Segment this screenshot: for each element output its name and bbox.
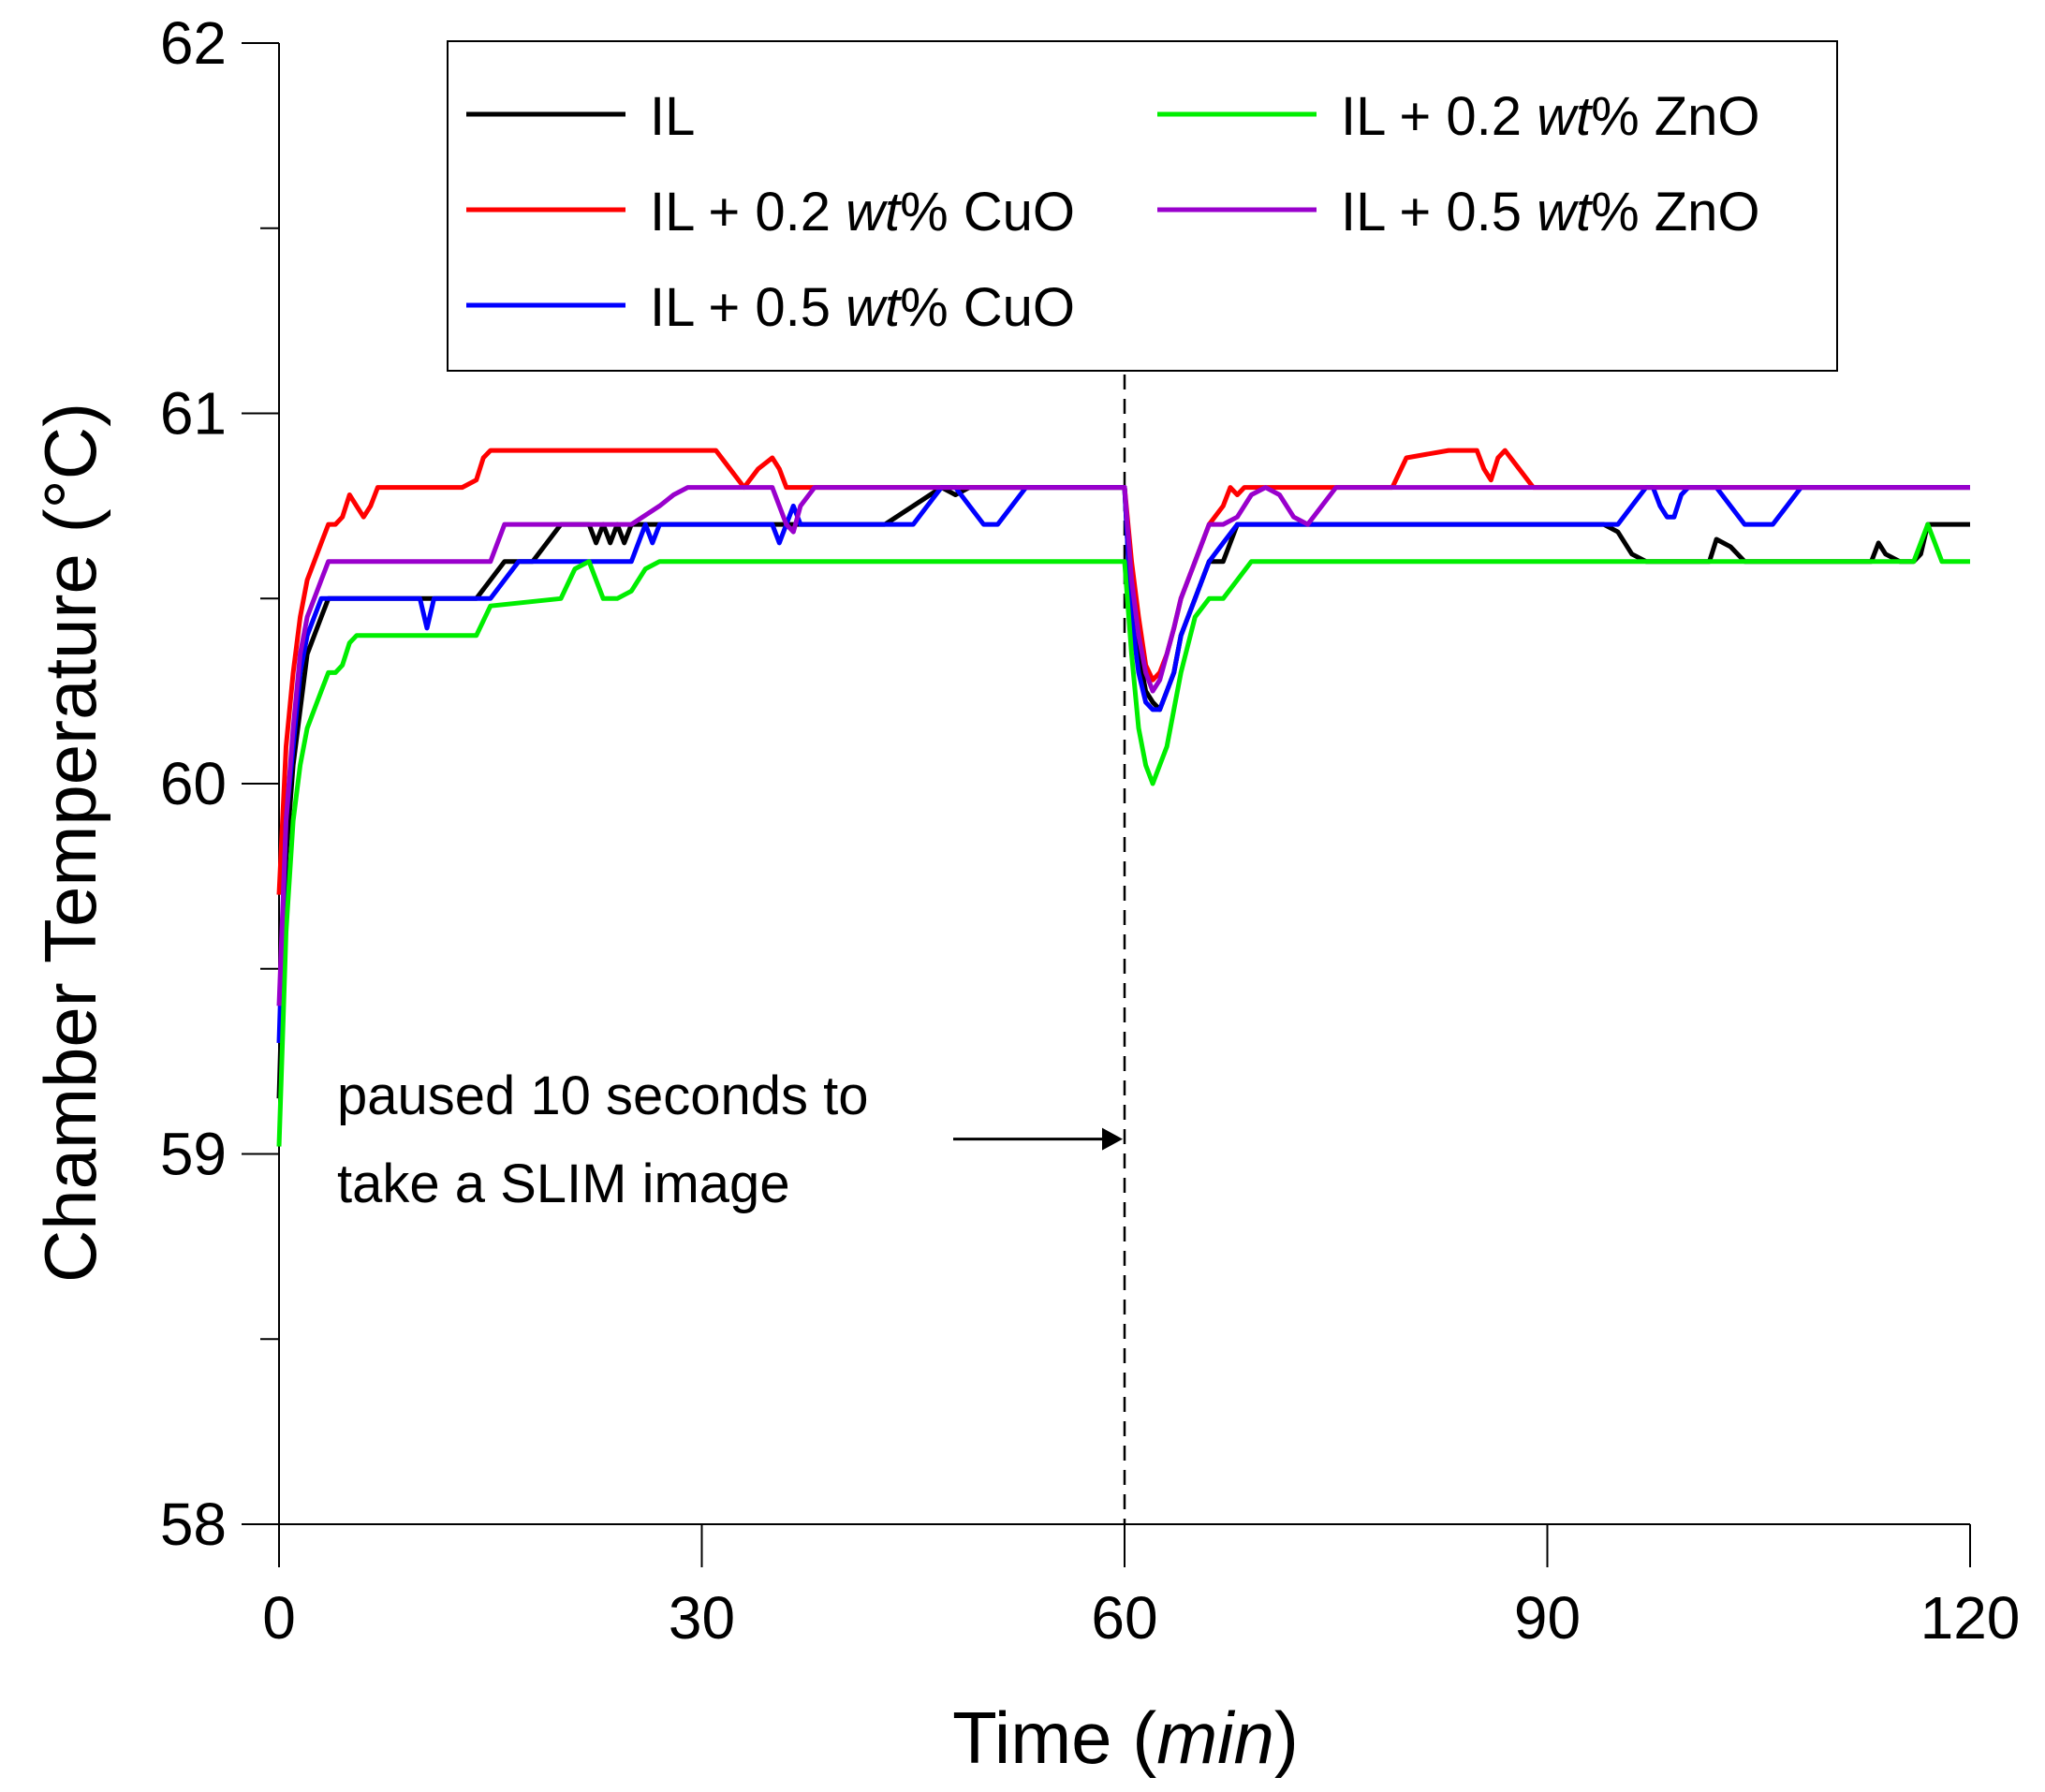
x-tick-label: 120 (1920, 1584, 2021, 1652)
legend-label-unit: wt (1537, 182, 1594, 242)
y-axis-title: Chamber Temperature (°C) (29, 403, 111, 1283)
legend-box (447, 40, 1838, 372)
legend-label-material: % ZnO (1591, 182, 1760, 242)
legend-label-material: % CuO (900, 277, 1075, 338)
legend-label-1: IL + 0.2 wt% CuO (650, 182, 1075, 242)
x-tick-label: 60 (1091, 1584, 1157, 1652)
legend-label-text: IL + 0.2 (650, 182, 846, 242)
legend-label-text: IL (650, 86, 695, 147)
axes: 58 59 60 61 62 0 30 60 90 120 (160, 9, 2021, 1652)
annotation-line-2: take a SLIM image (337, 1153, 790, 1214)
x-axis-title-close: ) (1274, 1697, 1299, 1779)
y-tick-label: 61 (160, 380, 227, 448)
annotation-arrowhead (1102, 1127, 1123, 1151)
x-tick-label: 90 (1514, 1584, 1581, 1652)
annotation-line-1: paused 10 seconds to (337, 1065, 869, 1126)
y-tick-label: 58 (160, 1491, 227, 1558)
x-tick-label: 0 (262, 1584, 296, 1652)
legend-label-unit: wt (846, 277, 903, 338)
legend-label-3: IL + 0.2 wt% ZnO (1341, 86, 1760, 147)
x-axis-title-text: Time ( (952, 1697, 1156, 1779)
x-axis-title: Time (min) (952, 1697, 1299, 1779)
legend-label-0: IL (650, 86, 695, 147)
y-tick-label: 59 (160, 1121, 227, 1188)
series-layer (276, 448, 1970, 1147)
legend-label-material: % CuO (900, 182, 1075, 242)
y-tick-label: 60 (160, 750, 227, 817)
legend-label-text: IL + 0.5 (650, 277, 846, 338)
legend-label-unit: wt (846, 182, 903, 242)
x-axis-title-unit: min (1156, 1697, 1274, 1779)
series-line-3 (276, 521, 1970, 1147)
legend-label-2: IL + 0.5 wt% CuO (650, 277, 1075, 338)
series-line-4 (276, 485, 1970, 1006)
y-tick-label: 62 (160, 9, 227, 77)
legend-label-text: IL + 0.2 (1341, 86, 1537, 147)
legend-label-material: % ZnO (1591, 86, 1760, 147)
legend-label-text: IL + 0.5 (1341, 182, 1537, 242)
x-tick-label: 30 (669, 1584, 735, 1652)
legend-label-unit: wt (1537, 86, 1594, 147)
legend-label-4: IL + 0.5 wt% ZnO (1341, 182, 1760, 242)
series-line-2 (276, 485, 1970, 1043)
